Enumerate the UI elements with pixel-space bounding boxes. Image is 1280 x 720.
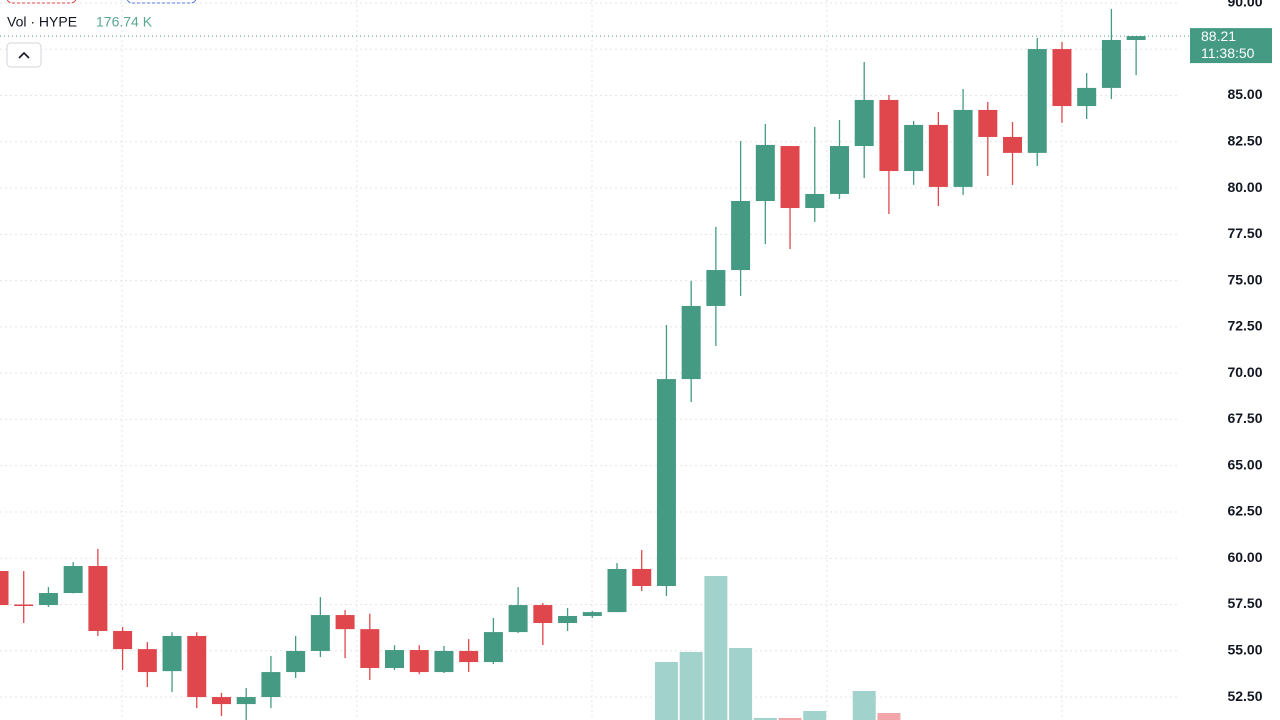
volume-bar bbox=[729, 648, 753, 720]
candle-body bbox=[385, 650, 405, 668]
plot bbox=[0, 2, 1190, 720]
candle-body bbox=[434, 650, 454, 673]
volume-bar bbox=[877, 713, 901, 720]
collapse-button-frame[interactable] bbox=[6, 42, 42, 68]
last-price-box bbox=[1190, 28, 1272, 64]
vertical-grid bbox=[121, 0, 1063, 720]
volume-bar bbox=[704, 576, 728, 720]
candle-body bbox=[681, 305, 701, 380]
y-tick-label: 82.50 bbox=[1227, 132, 1262, 148]
volume-bar bbox=[753, 718, 777, 720]
candle-body bbox=[1027, 49, 1047, 153]
volume-bar bbox=[654, 662, 678, 720]
candle-body bbox=[978, 109, 998, 137]
candle-body bbox=[656, 379, 676, 586]
candle-body bbox=[286, 650, 306, 673]
y-tick-label: 65.00 bbox=[1227, 456, 1262, 472]
candle-body bbox=[829, 146, 849, 194]
candle-body bbox=[63, 566, 83, 594]
y-tick-label: 62.50 bbox=[1227, 503, 1262, 519]
last-time-label: 11:38:50 bbox=[1201, 45, 1255, 61]
y-tick-label: 90.00 bbox=[1227, 0, 1262, 10]
candle-body bbox=[1003, 136, 1023, 153]
candle-body bbox=[187, 635, 207, 698]
collapse-button[interactable] bbox=[6, 42, 42, 68]
candle-body bbox=[113, 630, 133, 650]
volume-bar bbox=[679, 652, 703, 720]
candle-body bbox=[879, 99, 899, 172]
candle-body bbox=[38, 593, 58, 606]
candle-body bbox=[953, 109, 973, 187]
candle-body bbox=[731, 201, 751, 271]
candle-body bbox=[582, 612, 602, 616]
y-tick-label: 72.50 bbox=[1227, 318, 1262, 334]
candle-body bbox=[1126, 36, 1146, 40]
candle-body bbox=[88, 566, 108, 631]
candle-body bbox=[607, 568, 627, 613]
candle-body bbox=[558, 615, 578, 624]
candle-body bbox=[928, 124, 948, 187]
candle-body bbox=[780, 146, 800, 209]
candle-body bbox=[1052, 49, 1072, 107]
candle-body bbox=[854, 99, 874, 147]
candle-body bbox=[137, 649, 157, 673]
y-tick-label: 85.00 bbox=[1227, 86, 1262, 102]
y-tick-label: 52.50 bbox=[1227, 688, 1262, 704]
candle-body bbox=[632, 568, 652, 586]
candle-body bbox=[805, 193, 825, 209]
volume-bar bbox=[778, 718, 802, 720]
y-tick-label: 57.50 bbox=[1227, 595, 1262, 611]
y-tick-label: 70.00 bbox=[1227, 364, 1262, 380]
y-tick-label: 75.00 bbox=[1227, 271, 1262, 287]
candle-body bbox=[236, 697, 256, 705]
candle-body bbox=[14, 604, 34, 607]
volume-bar bbox=[852, 691, 876, 720]
y-tick-label: 55.00 bbox=[1227, 641, 1262, 657]
candle-body bbox=[0, 571, 9, 606]
candle-body bbox=[335, 615, 355, 630]
candle-body bbox=[1077, 87, 1097, 107]
candle-body bbox=[483, 632, 503, 663]
candle-body bbox=[162, 635, 182, 672]
candle-body bbox=[755, 144, 775, 202]
candle-body bbox=[508, 605, 528, 633]
last-price-label: 88.21 bbox=[1201, 28, 1236, 44]
candle-body bbox=[706, 270, 726, 306]
legend-value: 176.74 K bbox=[96, 14, 153, 30]
candle-body bbox=[904, 124, 924, 172]
y-tick-label: 60.00 bbox=[1227, 549, 1262, 565]
candle-body bbox=[1101, 39, 1121, 88]
candle-body bbox=[261, 672, 281, 698]
candle-body bbox=[360, 629, 380, 668]
legend-label: Vol · HYPE bbox=[7, 14, 77, 30]
candle-body bbox=[459, 650, 479, 663]
candle-body bbox=[310, 615, 330, 651]
volume-bar bbox=[803, 711, 827, 720]
candle-body bbox=[409, 650, 429, 673]
candle-body bbox=[533, 605, 553, 624]
y-tick-label: 77.50 bbox=[1227, 225, 1262, 241]
candle-body bbox=[211, 697, 231, 705]
y-tick-label: 67.50 bbox=[1227, 410, 1262, 426]
y-tick-label: 80.00 bbox=[1227, 179, 1262, 195]
chevron-icon bbox=[18, 51, 30, 59]
